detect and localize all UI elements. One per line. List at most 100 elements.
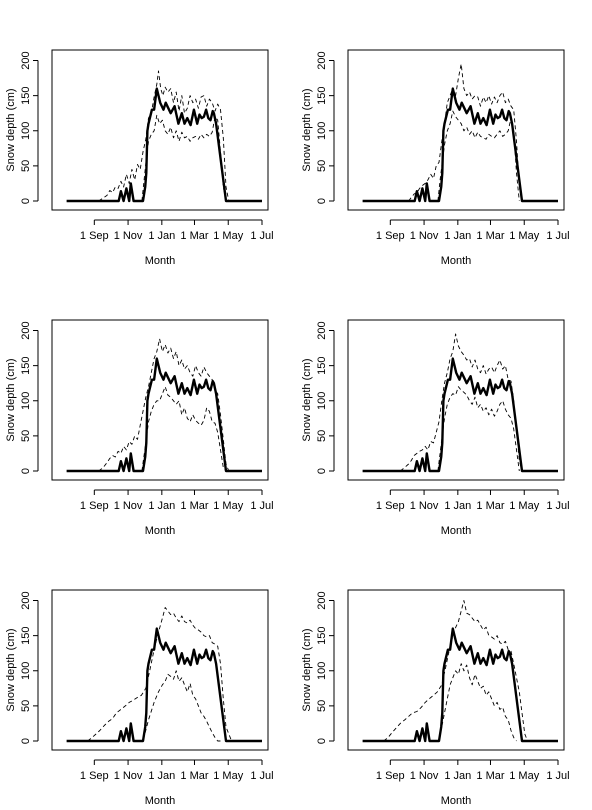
y-tick-label: 100 [20,122,32,140]
x-tick-label: 1 May [509,770,539,782]
chart-panel-row2-left: 0 50 100 150 200 1 Sep 1 Nov 1 Jan 1 Mar 1 May 1 J… [5,319,274,537]
y-tick-label: 150 [20,356,32,374]
y-tick-label: 100 [316,122,328,140]
series-line-dashed-lower [437,110,520,202]
plot-frame [347,319,565,481]
y-tick-label: 150 [316,356,328,374]
y-tick-label: 50 [20,700,32,712]
x-tick-label: 1 Nov [410,230,439,242]
y-tick-label: 100 [316,392,328,410]
x-tick-label: 1 Sep [80,230,109,242]
y-tick-label: 0 [316,468,328,474]
y-tick-label: 150 [316,626,328,644]
series-line-dashed-upper [383,600,529,742]
x-tick-label: 1 Mar [180,770,208,782]
x-tick-label: 1 May [213,230,243,242]
x-tick-label: 1 Jul [546,770,569,782]
x-tick-label: 1 Jan [148,500,175,512]
y-tick-label: 50 [20,160,32,172]
series-line-solid-thick [66,357,262,473]
y-axis-label: Snow depth (cm) [301,358,313,441]
x-tick-label: 1 Mar [476,230,504,242]
x-tick-label: 1 Sep [376,230,405,242]
y-tick-label: 50 [316,160,328,172]
x-tick-label: 1 Jan [444,230,471,242]
chart-panel-row3-left: 0 50 100 150 200 1 Sep 1 Nov 1 Jan 1 Mar 1 May 1 J… [5,589,274,807]
y-tick-label: 0 [20,738,32,744]
y-tick-label: 200 [316,321,328,339]
x-tick-label: 1 Sep [80,500,109,512]
x-tick-label: 1 Nov [410,770,439,782]
series-line-dashed-lower [137,670,224,742]
series-line-dashed-lower [437,386,520,472]
chart-panel-row1-right: 0 50 100 150 200 1 Sep 1 Nov 1 Jan 1 Mar 1 May 1 J… [301,49,570,267]
x-tick-label: 1 Sep [376,770,405,782]
x-tick-label: 1 Jul [546,500,569,512]
series-line-solid-thick [66,87,262,203]
series-line-solid-thick [66,627,262,743]
y-tick-label: 200 [20,321,32,339]
x-tick-label: 1 May [509,500,539,512]
y-axis-label: Snow depth (cm) [5,358,17,441]
x-tick-label: 1 Mar [180,230,208,242]
chart-panel-row2-right: 0 50 100 150 200 1 Sep 1 Nov 1 Jan 1 Mar 1 May 1 J… [301,319,570,537]
y-tick-label: 200 [20,591,32,609]
x-tick-label: 1 Sep [80,770,109,782]
x-tick-label: 1 Nov [114,770,143,782]
series-line-dashed-upper [400,333,523,472]
x-tick-label: 1 Sep [376,500,405,512]
x-axis-label: Month [441,795,472,807]
x-tick-label: 1 Nov [114,500,143,512]
x-tick-label: 1 Jul [250,770,273,782]
y-axis-label: Snow depth (cm) [5,628,17,711]
x-tick-label: 1 Jan [148,770,175,782]
y-tick-label: 0 [20,468,32,474]
series-line-dashed-lower [433,663,517,742]
y-tick-label: 50 [20,430,32,442]
x-tick-label: 1 Mar [476,500,504,512]
series-line-solid-thick [362,627,558,743]
y-tick-label: 50 [316,700,328,712]
x-tick-label: 1 May [213,500,243,512]
y-tick-label: 100 [316,662,328,680]
y-tick-label: 100 [20,392,32,410]
y-tick-label: 200 [316,51,328,69]
series-line-dashed-upper [98,70,230,202]
x-tick-label: 1 Jul [546,230,569,242]
y-tick-label: 0 [316,198,328,204]
y-axis-label: Snow depth (cm) [301,628,313,711]
x-tick-label: 1 Jul [250,500,273,512]
series-line-solid-thick [362,357,558,473]
y-tick-label: 0 [316,738,328,744]
plot-frame [51,49,269,211]
chart-panel-row1-left: 0 50 100 150 200 1 Sep 1 Nov 1 Jan 1 Mar 1 May 1 J… [5,49,274,267]
x-tick-label: 1 Jan [444,500,471,512]
x-tick-label: 1 Mar [476,770,504,782]
x-tick-label: 1 Jan [148,230,175,242]
x-tick-label: 1 Jan [444,770,471,782]
chart-panel-row3-right: 0 50 100 150 200 1 Sep 1 Nov 1 Jan 1 Mar 1 May 1 J… [301,589,570,807]
series-line-solid-thick [362,87,558,203]
y-axis-label: Snow depth (cm) [301,88,313,171]
x-tick-label: 1 May [509,230,539,242]
x-tick-label: 1 Nov [410,500,439,512]
series-line-dashed-lower [141,114,227,202]
y-tick-label: 0 [20,198,32,204]
y-tick-label: 150 [20,86,32,104]
y-axis-label: Snow depth (cm) [5,88,17,171]
x-axis-label: Month [441,525,472,537]
plot-frame [51,589,269,751]
y-tick-label: 200 [20,51,32,69]
x-tick-label: 1 May [213,770,243,782]
x-axis-label: Month [145,525,176,537]
y-tick-label: 150 [316,86,328,104]
y-tick-label: 100 [20,662,32,680]
x-axis-label: Month [145,795,176,807]
series-line-dashed-upper [408,63,523,202]
x-tick-label: 1 Nov [114,230,143,242]
x-tick-label: 1 Jul [250,230,273,242]
y-tick-label: 50 [316,430,328,442]
series-line-dashed-lower [141,386,227,472]
plot-frame [347,49,565,211]
y-tick-label: 150 [20,626,32,644]
